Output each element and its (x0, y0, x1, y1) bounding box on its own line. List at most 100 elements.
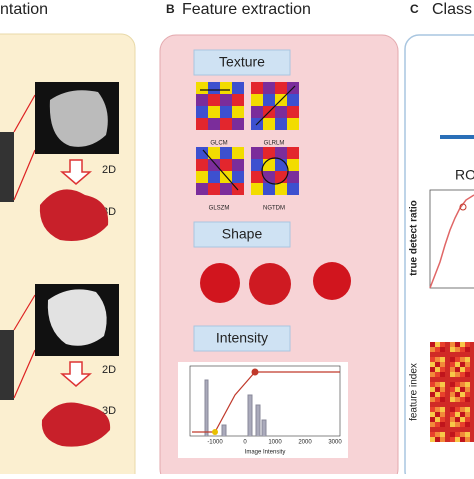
heat-cell (465, 342, 470, 347)
heat-cell (430, 432, 435, 437)
heat-cell (460, 377, 465, 382)
x-axis-label: Image Intensity (245, 450, 286, 456)
heat-cell (440, 402, 445, 407)
roc-frame (429, 189, 474, 289)
grid-cell (208, 106, 220, 118)
heat-cell (435, 427, 440, 432)
heat-cell (465, 417, 470, 422)
heat-cell (445, 417, 450, 422)
heat-cell (435, 432, 440, 437)
heat-cell (435, 357, 440, 362)
heat-cell (435, 392, 440, 397)
heat-cell (470, 417, 474, 422)
heat-cell (465, 362, 470, 367)
grid-cell (196, 183, 208, 195)
grid-cell (263, 82, 275, 94)
heat-cell (450, 407, 455, 412)
heatmap-ylabel: feature index (409, 363, 420, 421)
heat-cell (455, 397, 460, 402)
heat-cell (430, 352, 435, 357)
grid-cell (287, 94, 299, 106)
heat-cell (470, 427, 474, 432)
heat-cell (430, 367, 435, 372)
connector (13, 149, 36, 201)
heat-cell (445, 412, 450, 417)
grid-cell (220, 118, 232, 130)
tumor-3d (41, 402, 111, 447)
heat-cell (440, 437, 445, 442)
heat-cell (445, 347, 450, 352)
grid-cell (263, 94, 275, 106)
texture-arrow (255, 85, 296, 126)
heat-cell (430, 407, 435, 412)
panel-letter: C (410, 2, 419, 16)
scan-image (0, 132, 14, 202)
heat-cell (465, 427, 470, 432)
heat-cell (455, 387, 460, 392)
grid-cell (251, 183, 263, 195)
heat-cell (470, 437, 474, 442)
heat-cell (460, 422, 465, 427)
heat-cell (450, 412, 455, 417)
heat-cell (465, 432, 470, 437)
grid-cell (251, 171, 263, 183)
tumor-2d (49, 90, 108, 147)
grid-cell (232, 82, 244, 94)
tumor-3d (39, 189, 109, 241)
heat-cell (465, 437, 470, 442)
connector (13, 294, 36, 331)
heat-cell (470, 347, 474, 352)
heat-cell (450, 377, 455, 382)
heat-cell (460, 402, 465, 407)
matrix-label: NGTDM (263, 206, 285, 212)
histogram-bg (178, 362, 348, 458)
panel-a-title: ntation (0, 1, 48, 18)
heat-cell (450, 367, 455, 372)
heat-cell (435, 412, 440, 417)
heat-cell (470, 372, 474, 377)
heat-cell (440, 412, 445, 417)
heat-cell (455, 352, 460, 357)
heat-cell (460, 362, 465, 367)
label-3d: 3D (102, 405, 116, 417)
grid-cell (196, 82, 208, 94)
heat-cell (440, 357, 445, 362)
x-tick-label: 0 (243, 440, 247, 446)
grid-cell (287, 183, 299, 195)
grid-cell (263, 183, 275, 195)
grid-cell (208, 183, 220, 195)
heat-cell (430, 422, 435, 427)
heat-cell (460, 427, 465, 432)
heat-cell (430, 342, 435, 347)
grid-cell (287, 159, 299, 171)
grid-cell (263, 171, 275, 183)
heat-cell (430, 347, 435, 352)
grid-cell (275, 171, 287, 183)
heat-cell (445, 342, 450, 347)
heat-cell (445, 392, 450, 397)
heat-cell (440, 397, 445, 402)
heat-cell (440, 432, 445, 437)
grid-cell (196, 94, 208, 106)
grid-cell (208, 94, 220, 106)
heat-cell (450, 352, 455, 357)
heat-cell (460, 342, 465, 347)
heat-cell (455, 347, 460, 352)
heat-cell (450, 427, 455, 432)
grid-cell (275, 159, 287, 171)
heat-cell (440, 362, 445, 367)
roc-ylabel: true detect ratio (409, 200, 420, 276)
heat-cell (440, 382, 445, 387)
grid-cell (220, 159, 232, 171)
grid-cell (275, 82, 287, 94)
heat-cell (470, 402, 474, 407)
heading-box (193, 325, 291, 352)
heat-cell (470, 367, 474, 372)
heat-cell (465, 352, 470, 357)
heat-cell (430, 382, 435, 387)
texture-arrow (202, 149, 239, 191)
grid-cell (287, 106, 299, 118)
heat-cell (450, 372, 455, 377)
grid-cell (196, 171, 208, 183)
heat-cell (470, 392, 474, 397)
